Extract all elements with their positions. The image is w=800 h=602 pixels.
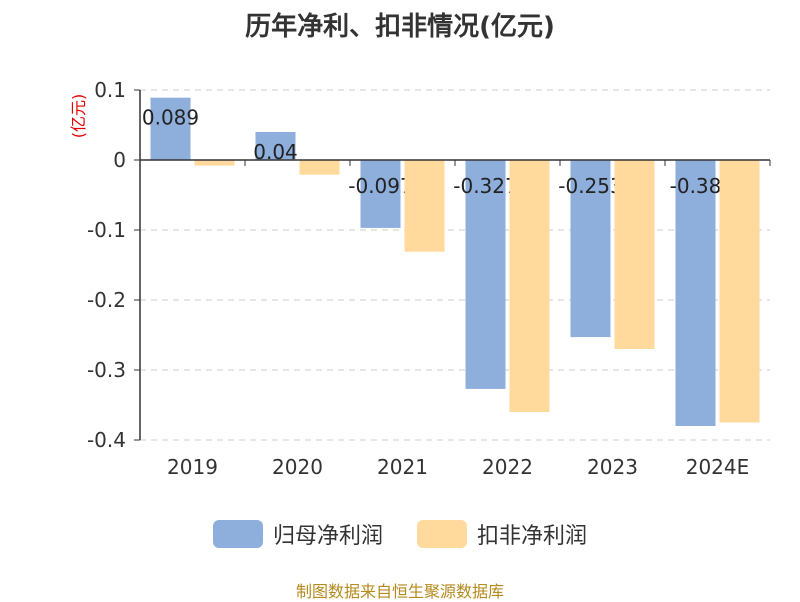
legend-swatch-series-1 [417,520,467,548]
y-tick-label: -0.2 [87,288,126,312]
bar-series-0-2022 [465,160,506,389]
bar-series-0-2021 [360,160,401,228]
bar-series-0-2019 [150,97,191,160]
legend-label-series-0: 归母净利润 [272,524,383,549]
bar-series-1-2022 [509,160,550,412]
bar-series-0-2024E [675,160,716,426]
x-tick-label: 2020 [272,455,323,479]
source-note: 制图数据来自恒生聚源数据库 [295,582,504,601]
legend-swatch-series-0 [212,520,263,548]
legend-item-series-1[interactable]: 扣非净利润 [417,518,587,550]
legend-item-series-0[interactable]: 归母净利润 [212,518,383,550]
y-tick-label: 0 [113,148,126,172]
bar-series-1-2021 [404,160,445,252]
legend: 归母净利润 扣非净利润 [0,518,800,550]
x-tick-label: 2023 [587,455,638,479]
y-tick-label: 0.1 [94,78,126,102]
data-label-series-0-2022: -0.327 [453,174,517,198]
x-tick-label: 2019 [167,455,218,479]
data-label-series-0-2024E: -0.38 [670,174,722,198]
y-tick-label: -0.3 [87,358,126,382]
x-tick-label: 2022 [482,455,533,479]
y-tick-label: -0.4 [87,428,126,452]
bar-series-0-2020 [255,132,296,160]
bar-series-0-2023 [570,160,611,338]
x-tick-label: 2021 [377,455,428,479]
y-axis-label: (亿元) [69,94,88,139]
data-label-series-0-2021: -0.097 [348,174,412,198]
data-label-series-0-2023: -0.253 [558,174,622,198]
bar-series-1-2019 [194,160,235,166]
bar-series-1-2024E [719,160,760,423]
chart-title: 历年净利、扣非情况(亿元) [245,12,555,42]
x-tick-label: 2024E [686,455,750,479]
data-label-series-0-2019: 0.089 [142,106,199,130]
legend-label-series-1: 扣非净利润 [477,524,588,549]
bar-series-1-2020 [299,160,340,175]
bar-series-1-2023 [614,160,655,349]
y-tick-label: -0.1 [87,218,126,242]
